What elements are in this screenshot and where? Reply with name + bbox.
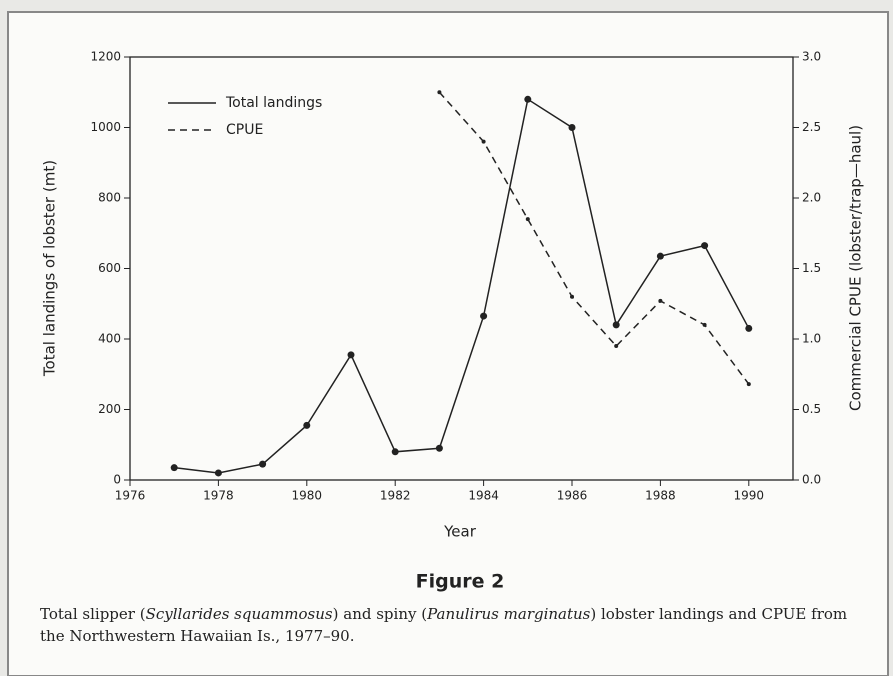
- legend-label: Total landings: [225, 95, 322, 111]
- point: [481, 139, 486, 144]
- y2-tick-label: 3.0: [802, 50, 821, 64]
- y-tick-label: 1200: [90, 50, 121, 64]
- point: [612, 321, 620, 329]
- y2-axis-label: Commercial CPUE (lobster/trap—haul): [847, 125, 865, 411]
- point: [524, 95, 532, 103]
- y2-tick-label: 0.0: [802, 473, 821, 487]
- y-tick-label: 1000: [90, 120, 121, 134]
- y2-tick-label: 2.0: [802, 191, 821, 205]
- caption-part: Panulirus marginatus: [427, 605, 591, 623]
- caption-part: ) and spiny (: [332, 605, 428, 623]
- x-tick-label: 1980: [292, 489, 323, 503]
- y2-tick-label: 0.5: [802, 402, 821, 416]
- y-tick-label: 800: [98, 191, 121, 205]
- x-tick-label: 1978: [203, 489, 234, 503]
- point: [702, 322, 707, 327]
- point: [746, 382, 751, 387]
- point: [614, 344, 619, 349]
- y2-tick-label: 2.5: [802, 120, 821, 134]
- point: [480, 312, 488, 320]
- x-tick-label: 1986: [557, 489, 588, 503]
- point: [701, 242, 709, 250]
- x-tick-label: 1988: [645, 489, 676, 503]
- series-line: [174, 98, 750, 474]
- point: [658, 298, 663, 303]
- point: [259, 460, 267, 468]
- point: [391, 448, 399, 456]
- y2-tick-label: 1.0: [802, 332, 821, 346]
- y2-tick-label: 1.5: [802, 261, 821, 275]
- y-axis-label: Total landings of lobster (mt): [41, 160, 59, 377]
- figure-title: Figure 2: [416, 571, 505, 593]
- y-tick-label: 200: [98, 402, 121, 416]
- point: [347, 351, 355, 359]
- caption: Total slipper (Scyllarides squammosus) a…: [40, 603, 870, 647]
- x-tick-label: 1990: [734, 489, 765, 503]
- point: [570, 294, 574, 299]
- x-tick-label: 1976: [115, 489, 146, 503]
- x-axis-label: Year: [443, 523, 477, 541]
- frame: [7, 11, 889, 676]
- y-tick-label: 400: [98, 332, 121, 346]
- x-tick-label: 1984: [468, 489, 499, 503]
- point: [214, 469, 222, 477]
- caption-part: Total slipper (: [40, 605, 146, 623]
- point: [525, 217, 530, 222]
- y-tick-label: 0: [113, 473, 121, 487]
- point: [170, 464, 178, 472]
- point: [656, 252, 664, 260]
- legend-label: CPUE: [226, 122, 263, 138]
- y-tick-label: 600: [98, 261, 121, 275]
- point: [745, 324, 753, 332]
- x-tick-label: 1982: [380, 489, 411, 503]
- caption-part: Scyllarides squammosus: [145, 605, 333, 623]
- point: [435, 444, 443, 452]
- caption-part: ) lobster landings and CPUE from the Nor…: [40, 605, 848, 645]
- series-line: [438, 91, 750, 385]
- point: [437, 90, 442, 95]
- point: [568, 124, 576, 131]
- point: [303, 421, 311, 429]
